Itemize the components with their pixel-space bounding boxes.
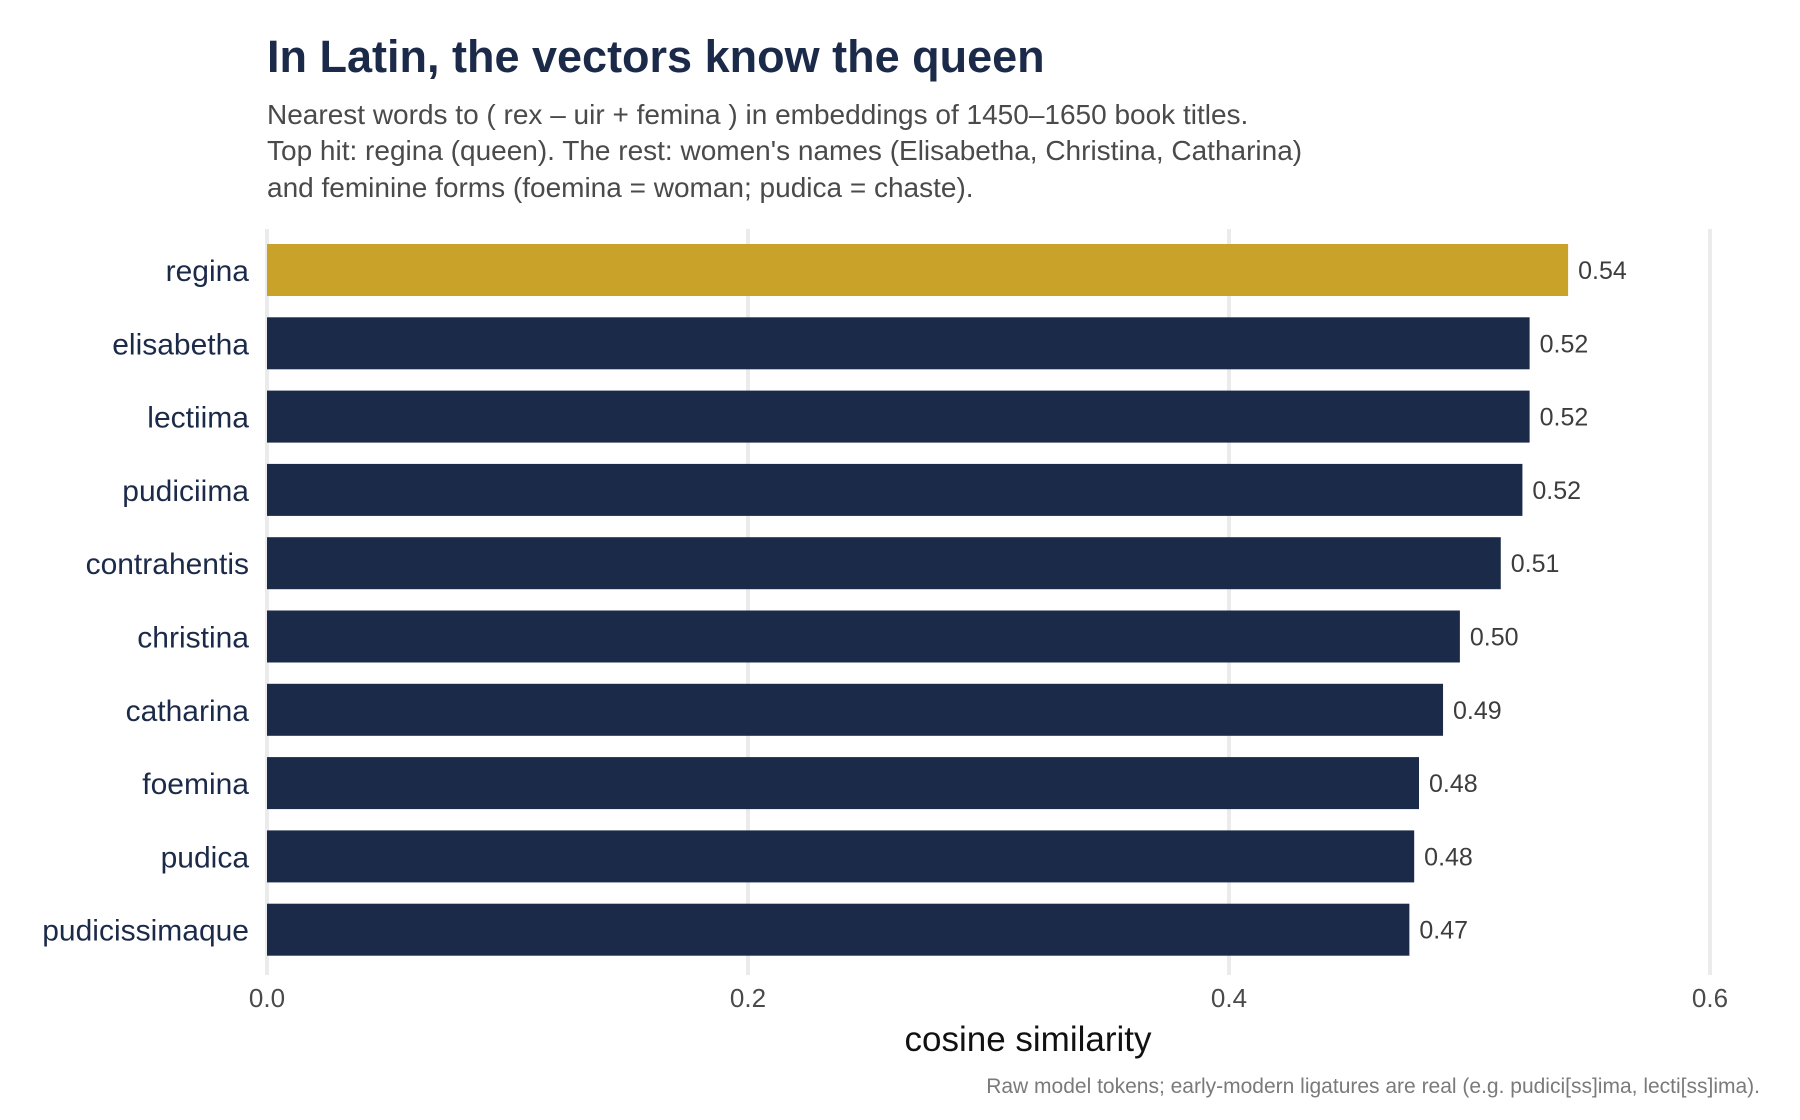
category-label: christina <box>137 622 249 655</box>
chart-subtitle-line-2: Top hit: regina (queen). The rest: women… <box>267 135 1302 166</box>
bar-foemina <box>267 757 1419 810</box>
labels: 0.0 0.2 0.4 0.6 regina 0.54 elisabetha 0.52 lect… <box>42 255 1728 1013</box>
category-label: catharina <box>126 695 250 728</box>
bar-regina <box>267 244 1569 296</box>
category-label: lectiima <box>147 402 249 435</box>
category-label: contrahentis <box>86 548 249 581</box>
bar-lectiima <box>267 390 1530 443</box>
value-label: 0.52 <box>1532 477 1581 505</box>
category-label: foemina <box>142 768 249 801</box>
value-label: 0.47 <box>1419 917 1468 945</box>
category-label: pudicissimaque <box>42 915 249 948</box>
bar-pudiciima <box>267 463 1523 516</box>
chart-caption: Raw model tokens; early-modern ligatures… <box>986 1075 1760 1098</box>
bar-pudica <box>267 830 1415 883</box>
bar-pudicissimaque <box>267 903 1410 956</box>
chart-subtitle-line-3: and feminine forms (foemina = woman; pud… <box>267 172 974 203</box>
bar-christina <box>267 610 1460 663</box>
bar-catharina <box>267 683 1444 736</box>
value-label: 0.52 <box>1540 330 1589 358</box>
x-tick-label: 0.0 <box>249 983 285 1013</box>
chart-subtitle-line-1: Nearest words to ( rex – uir + femina ) … <box>267 99 1248 130</box>
chart-title: In Latin, the vectors know the queen <box>267 31 1045 82</box>
bars <box>267 244 1569 956</box>
x-tick-label: 0.2 <box>730 983 766 1013</box>
category-label: pudiciima <box>122 475 249 508</box>
category-label: elisabetha <box>112 328 249 361</box>
value-label: 0.51 <box>1511 550 1560 578</box>
x-axis-title: cosine similarity <box>905 1020 1152 1059</box>
category-label: pudica <box>161 841 250 874</box>
value-label: 0.48 <box>1424 843 1473 871</box>
bar-elisabetha <box>267 317 1530 370</box>
value-label: 0.50 <box>1470 624 1519 652</box>
value-label: 0.52 <box>1540 404 1589 432</box>
value-label: 0.49 <box>1453 697 1502 725</box>
bar-contrahentis <box>267 537 1501 590</box>
value-label: 0.54 <box>1578 257 1627 285</box>
category-label: regina <box>166 255 250 288</box>
x-tick-label: 0.6 <box>1692 983 1728 1013</box>
value-label: 0.48 <box>1429 770 1478 798</box>
x-tick-label: 0.4 <box>1211 983 1247 1013</box>
